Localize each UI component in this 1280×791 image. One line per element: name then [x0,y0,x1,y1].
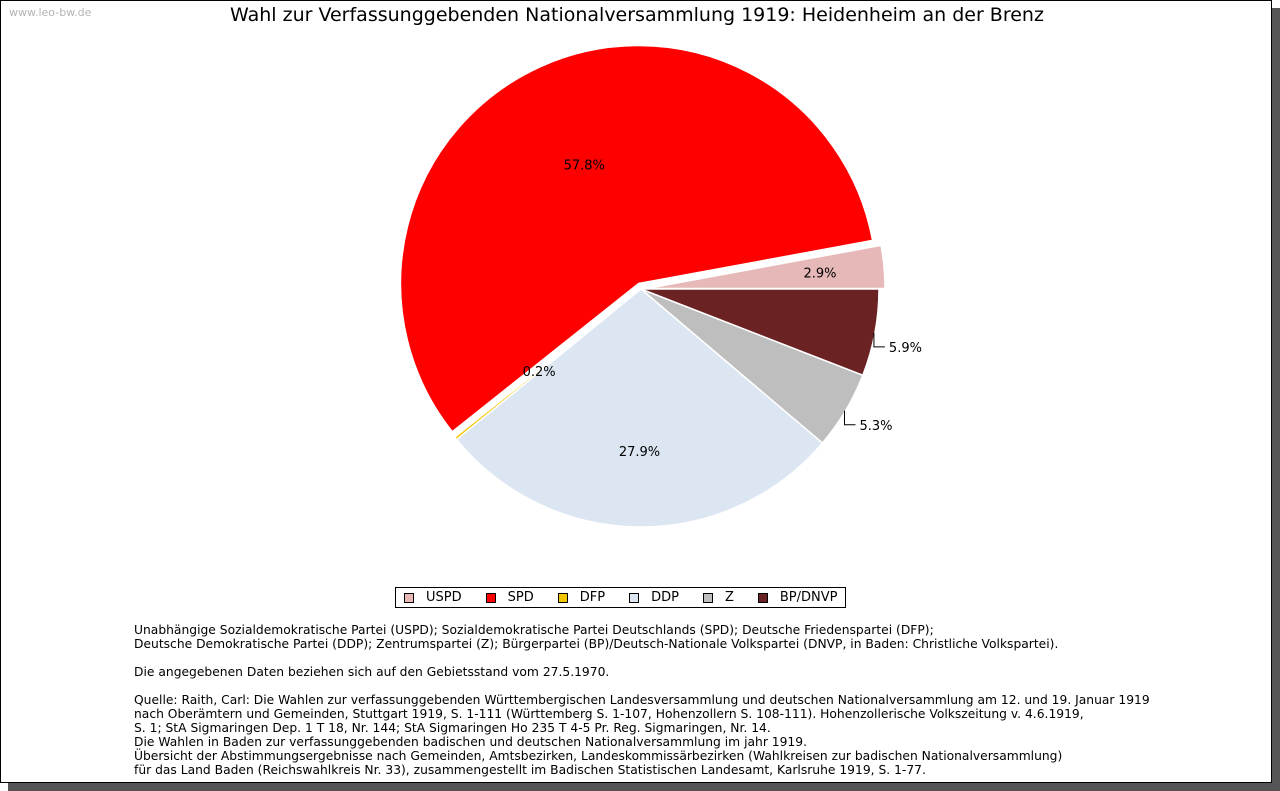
legend-swatch-ddp [629,592,640,603]
legend-swatch-uspd [404,592,414,603]
pie-leader-z [843,410,856,426]
pie-label-uspd: 2.9% [803,267,836,282]
legend-label-spd: SPD [507,590,534,605]
notes-source-line-5: Übersicht der Abstimmungsergebnisse nach… [134,749,1063,763]
notes-source-line-2: nach Oberämtern und Gemeinden, Stuttgart… [134,707,1084,721]
frame-shadow-right [1272,8,1280,791]
pie-label-ddp: 27.9% [619,445,660,460]
pie-slice-spd [399,44,874,433]
pie-slice-ddp [455,288,824,528]
pie-chart: 2.9% 57.8% 0.2% 27.9% 5.3% 5.9% [399,44,922,528]
legend-swatch-z [702,592,713,603]
chart-notes: Unabhängige Sozialdemokratische Partei (… [134,623,1150,777]
legend-swatch-bp-dnvp [757,592,768,603]
pie-label-bp-dnvp: 5.9% [889,341,922,356]
notes-source-line-1: Quelle: Raith, Carl: Die Wahlen zur verf… [134,693,1150,707]
pie-label-z: 5.3% [859,419,892,434]
legend-label-ddp: DDP [651,590,679,605]
legend-label-dfp: DFP [579,590,606,605]
legend-item-bp-dnvp: BP/DNVP [757,590,838,605]
notes-source-line-4: Die Wahlen in Baden zur verfassunggebend… [134,735,807,749]
legend-item-z: Z [702,590,734,605]
legend-item-ddp: DDP [629,590,679,605]
legend-swatch-spd [485,592,496,603]
frame-shadow-bottom [8,783,1280,791]
chart-legend: USPD SPD DFP DDP Z BP/DNVP [395,587,847,608]
legend-label-z: Z [724,590,734,605]
pie-label-dfp: 0.2% [523,365,556,380]
pie-label-spd: 57.8% [564,158,605,173]
watermark: www.leo-bw.de [9,6,92,19]
notes-parties-line-2: Deutsche Demokratische Partei (DDP); Zen… [134,637,1059,651]
legend-item-dfp: DFP [557,590,606,605]
legend-label-uspd: USPD [426,590,462,605]
notes-status: Die angegebenen Daten beziehen sich auf … [134,665,610,679]
pie-leader-bp-dnvp [873,332,885,348]
notes-parties-line-1: Unabhängige Sozialdemokratische Partei (… [134,623,934,637]
legend-item-spd: SPD [485,590,534,605]
legend-swatch-dfp [557,592,568,603]
notes-source-line-6: für das Land Baden (Reichswahlkreis Nr. … [134,763,926,777]
legend-label-bp-dnvp: BP/DNVP [779,590,838,605]
legend-item-uspd: USPD [404,590,462,605]
chart-title: Wahl zur Verfassunggebenden Nationalvers… [230,4,1044,26]
pie-slice-uspd [646,244,886,290]
pie-slice-bp-dnvp [640,288,880,377]
notes-source-line-3: S. 1; StA Sigmaringen Dep. 1 T 18, Nr. 1… [134,721,771,735]
